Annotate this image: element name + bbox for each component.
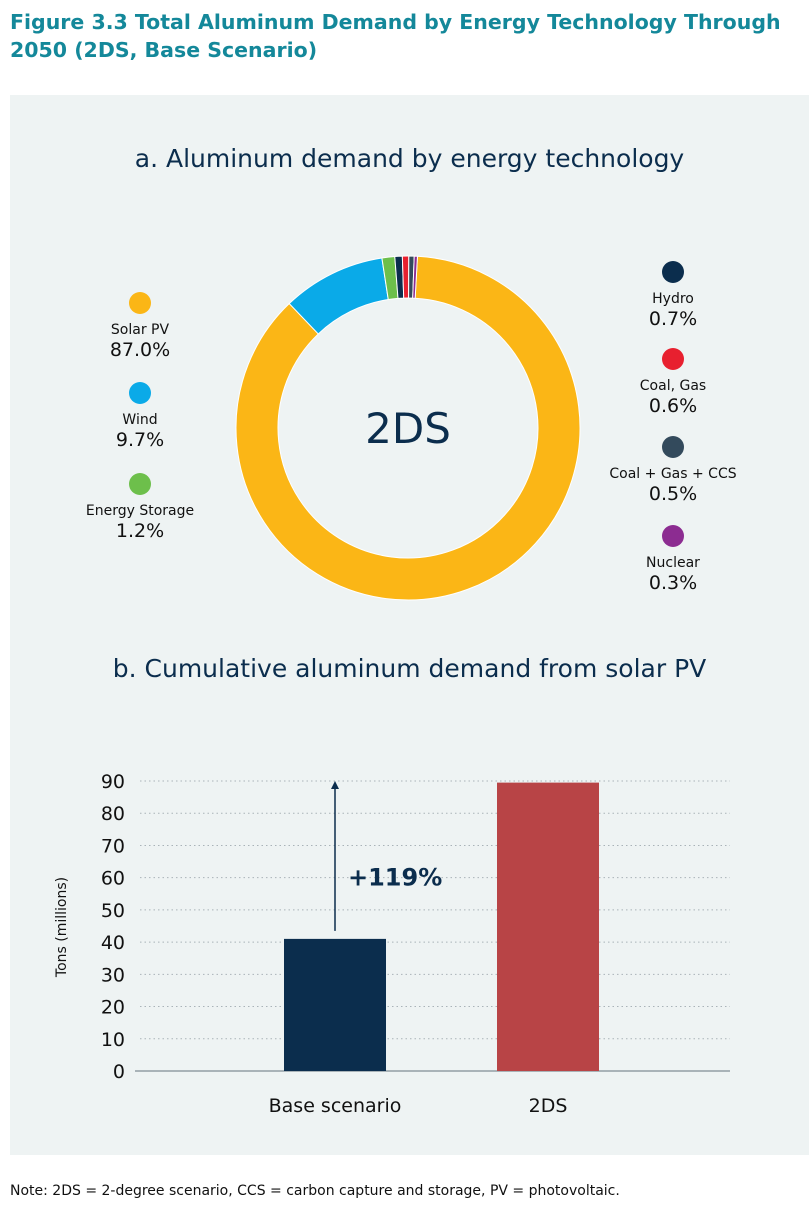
x-tick-label: 2DS bbox=[529, 1095, 568, 1117]
legend-value: 9.7% bbox=[115, 429, 165, 451]
legend-label: Nuclear bbox=[646, 555, 700, 571]
legend-item-solar-pv: Solar PV 87.0% bbox=[50, 292, 230, 361]
legend-label: Solar PV bbox=[110, 322, 170, 338]
legend-item-coal-gas-ccs: Coal + Gas + CCS 0.5% bbox=[583, 436, 763, 505]
figure-note: Note: 2DS = 2-degree scenario, CCS = car… bbox=[10, 1183, 620, 1199]
green-dot-icon bbox=[129, 473, 151, 495]
blue-dot-icon bbox=[129, 382, 151, 404]
purple-dot-icon bbox=[662, 525, 684, 547]
donut-slice-nuclear bbox=[412, 255, 418, 299]
legend-value: 1.2% bbox=[115, 520, 165, 542]
legend-item-coal-gas: Coal, Gas 0.6% bbox=[583, 348, 763, 417]
legend-value: 87.0% bbox=[109, 339, 171, 361]
bar-2ds bbox=[497, 782, 599, 1071]
legend-value: 0.7% bbox=[648, 308, 698, 330]
bar-chart-title: b. Cumulative aluminum demand from solar… bbox=[112, 654, 707, 683]
y-tick-label: 60 bbox=[101, 868, 125, 890]
donut-slice-solar-pv bbox=[235, 255, 581, 601]
red-dot-icon bbox=[662, 348, 684, 370]
legend-label: Coal, Gas bbox=[639, 378, 707, 394]
legend-value: 0.5% bbox=[648, 483, 698, 505]
y-tick-label: 20 bbox=[101, 997, 125, 1019]
y-tick-label: 90 bbox=[101, 771, 125, 793]
legend-label: Wind bbox=[122, 412, 158, 428]
legend-value: 0.3% bbox=[648, 572, 698, 594]
x-tick-label: Base scenario bbox=[269, 1095, 402, 1117]
donut-center-label: 2DS bbox=[365, 404, 451, 453]
y-tick-label: 50 bbox=[101, 900, 125, 922]
legend-label: Coal + Gas + CCS bbox=[609, 466, 737, 482]
donut-slice-coal-gas bbox=[401, 255, 410, 299]
legend-item-wind: Wind 9.7% bbox=[50, 382, 230, 451]
y-tick-label: 40 bbox=[101, 932, 125, 954]
legend-label: Hydro bbox=[652, 291, 694, 307]
bar-base-scenario bbox=[284, 938, 386, 1071]
donut-chart: 2DS bbox=[235, 255, 581, 601]
y-axis-label: Tons (millions) bbox=[54, 877, 70, 978]
growth-annotation: +119% bbox=[348, 864, 442, 892]
arrow-up-icon bbox=[331, 781, 339, 789]
legend-value: 0.6% bbox=[648, 395, 698, 417]
y-tick-label: 30 bbox=[101, 964, 125, 986]
legend-item-hydro: Hydro 0.7% bbox=[583, 261, 763, 330]
y-tick-label: 70 bbox=[101, 835, 125, 857]
y-tick-label: 0 bbox=[113, 1061, 125, 1083]
legend-item-energy-storage: Energy Storage 1.2% bbox=[50, 473, 230, 542]
legend-item-nuclear: Nuclear 0.3% bbox=[583, 525, 763, 594]
figure-title: Figure 3.3 Total Aluminum Demand by Ener… bbox=[10, 10, 781, 62]
y-tick-label: 10 bbox=[101, 1029, 125, 1051]
navy-dot-icon bbox=[662, 261, 684, 283]
slate-dot-icon bbox=[662, 436, 684, 458]
y-tick-label: 80 bbox=[101, 803, 125, 825]
yellow-dot-icon bbox=[129, 292, 151, 314]
legend-label: Energy Storage bbox=[85, 503, 195, 519]
figure-panel: a. Aluminum demand by energy technology … bbox=[10, 95, 809, 1155]
donut-chart-title: a. Aluminum demand by energy technology bbox=[134, 144, 685, 173]
